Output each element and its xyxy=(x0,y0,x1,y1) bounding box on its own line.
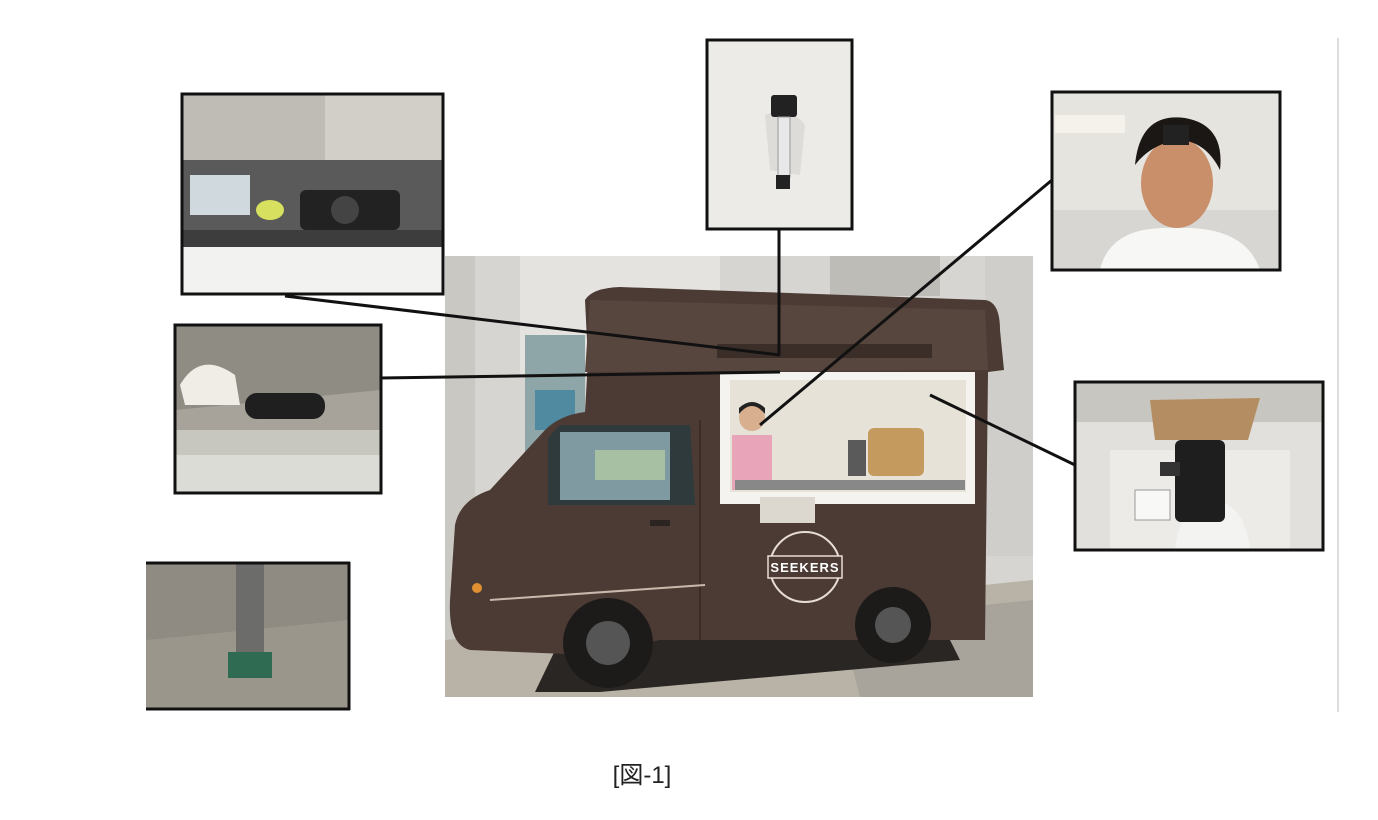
main-photo: SEEKERS xyxy=(445,256,1033,697)
figure-caption: [図-1] xyxy=(613,762,672,789)
inset-photo xyxy=(180,92,445,296)
inset-photo xyxy=(705,38,854,231)
truck-logo: SEEKERS xyxy=(770,560,839,575)
inset-photo xyxy=(173,323,383,495)
inset-photo xyxy=(146,561,351,711)
inset-photo xyxy=(1050,90,1282,272)
inset-photo xyxy=(1073,380,1325,552)
connectors xyxy=(284,178,1076,467)
